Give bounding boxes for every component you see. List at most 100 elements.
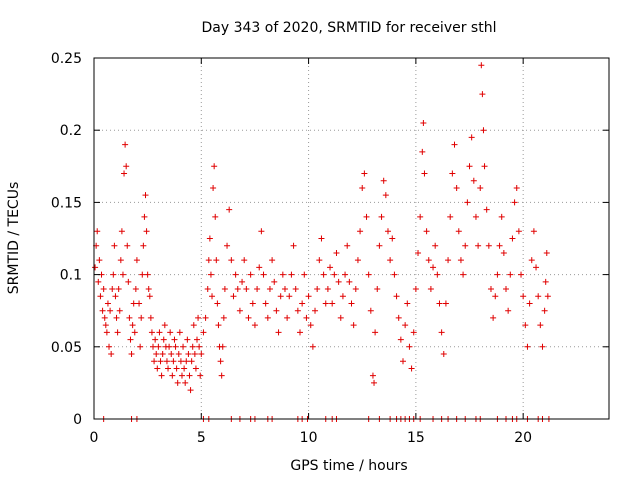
- data-point-marker: [214, 300, 221, 307]
- data-point-marker: [210, 184, 217, 191]
- data-point-marker: [138, 314, 145, 321]
- data-point-marker: [464, 199, 471, 206]
- data-point-marker: [346, 278, 353, 285]
- data-point-marker: [205, 257, 212, 264]
- data-point-marker: [113, 314, 120, 321]
- data-point-marker: [129, 322, 136, 329]
- data-point-marker: [95, 278, 102, 285]
- data-point-marker: [114, 329, 121, 336]
- data-point-marker: [156, 329, 163, 336]
- data-point-marker: [314, 286, 321, 293]
- data-point-marker: [218, 372, 225, 379]
- data-point-marker: [177, 358, 184, 365]
- data-point-marker: [384, 228, 391, 235]
- data-point-marker: [143, 228, 150, 235]
- data-point-marker: [294, 307, 301, 314]
- data-point-marker: [147, 314, 154, 321]
- data-point-marker: [121, 170, 128, 177]
- data-point-marker: [397, 336, 404, 343]
- data-point-marker: [445, 257, 452, 264]
- data-point-marker: [187, 387, 194, 394]
- data-point-marker: [374, 286, 381, 293]
- data-point-marker: [256, 264, 263, 271]
- data-point-marker: [226, 206, 233, 213]
- data-point-marker: [243, 286, 250, 293]
- data-point-marker: [327, 264, 334, 271]
- data-point-marker: [262, 300, 269, 307]
- data-point-marker: [99, 307, 106, 314]
- x-tick-label: 10: [300, 430, 318, 446]
- data-point-marker: [344, 242, 351, 249]
- data-point-marker: [92, 264, 99, 271]
- data-point-marker: [196, 343, 203, 350]
- data-point-marker: [393, 293, 400, 300]
- data-point-marker: [115, 286, 122, 293]
- data-point-marker: [348, 300, 355, 307]
- data-point-marker: [112, 293, 119, 300]
- y-tick-label: 0.1: [60, 268, 82, 284]
- data-point-marker: [316, 257, 323, 264]
- data-point-marker: [158, 372, 165, 379]
- data-point-marker: [544, 293, 551, 300]
- data-point-marker: [269, 257, 276, 264]
- data-point-marker: [481, 163, 488, 170]
- data-point-marker: [530, 228, 537, 235]
- data-point-marker: [427, 286, 434, 293]
- data-point-marker: [128, 351, 135, 358]
- data-point-marker: [153, 351, 160, 358]
- data-point-marker: [232, 271, 239, 278]
- data-point-marker: [117, 257, 124, 264]
- data-point-marker: [305, 293, 312, 300]
- data-point-marker: [542, 278, 549, 285]
- data-point-marker: [182, 379, 189, 386]
- data-point-marker: [96, 257, 103, 264]
- data-point-marker: [189, 343, 196, 350]
- data-point-marker: [273, 307, 280, 314]
- data-point-marker: [124, 242, 131, 249]
- data-point-marker: [451, 141, 458, 148]
- data-point-marker: [503, 286, 509, 293]
- x-tick-label: 5: [197, 430, 206, 446]
- data-point-marker: [357, 228, 364, 235]
- data-point-marker: [477, 184, 484, 191]
- data-point-marker: [509, 235, 516, 242]
- data-point-marker: [249, 300, 256, 307]
- data-point-marker: [387, 257, 394, 264]
- data-point-marker: [415, 249, 422, 256]
- data-point-marker: [107, 307, 114, 314]
- data-point-marker: [449, 170, 456, 177]
- data-point-marker: [173, 365, 180, 372]
- data-point-marker: [247, 271, 254, 278]
- data-point-marker: [211, 163, 218, 170]
- data-point-marker: [139, 271, 146, 278]
- data-point-marker: [380, 177, 387, 184]
- data-point-marker: [494, 271, 501, 278]
- data-point-marker: [181, 365, 188, 372]
- data-point-marker: [354, 257, 361, 264]
- x-axis-label: GPS time / hours: [290, 458, 407, 474]
- data-point-marker: [496, 242, 503, 249]
- data-point-marker: [292, 286, 299, 293]
- data-point-marker: [163, 358, 170, 365]
- data-point-marker: [533, 264, 540, 271]
- data-point-marker: [127, 336, 134, 343]
- data-point-marker: [421, 170, 428, 177]
- data-point-marker: [485, 242, 492, 249]
- data-point-marker: [460, 271, 467, 278]
- data-point-marker: [133, 257, 140, 264]
- data-point-marker: [168, 351, 175, 358]
- data-point-marker: [447, 213, 454, 220]
- data-point-marker: [94, 228, 101, 235]
- data-point-marker: [297, 329, 303, 336]
- data-point-marker: [144, 271, 151, 278]
- data-point-marker: [122, 141, 129, 148]
- data-point-marker: [376, 242, 383, 249]
- data-point-marker: [511, 199, 518, 206]
- data-point-marker: [288, 271, 295, 278]
- data-point-marker: [483, 206, 490, 213]
- data-point-marker: [161, 322, 168, 329]
- data-points: [92, 62, 552, 422]
- data-point-marker: [239, 278, 246, 285]
